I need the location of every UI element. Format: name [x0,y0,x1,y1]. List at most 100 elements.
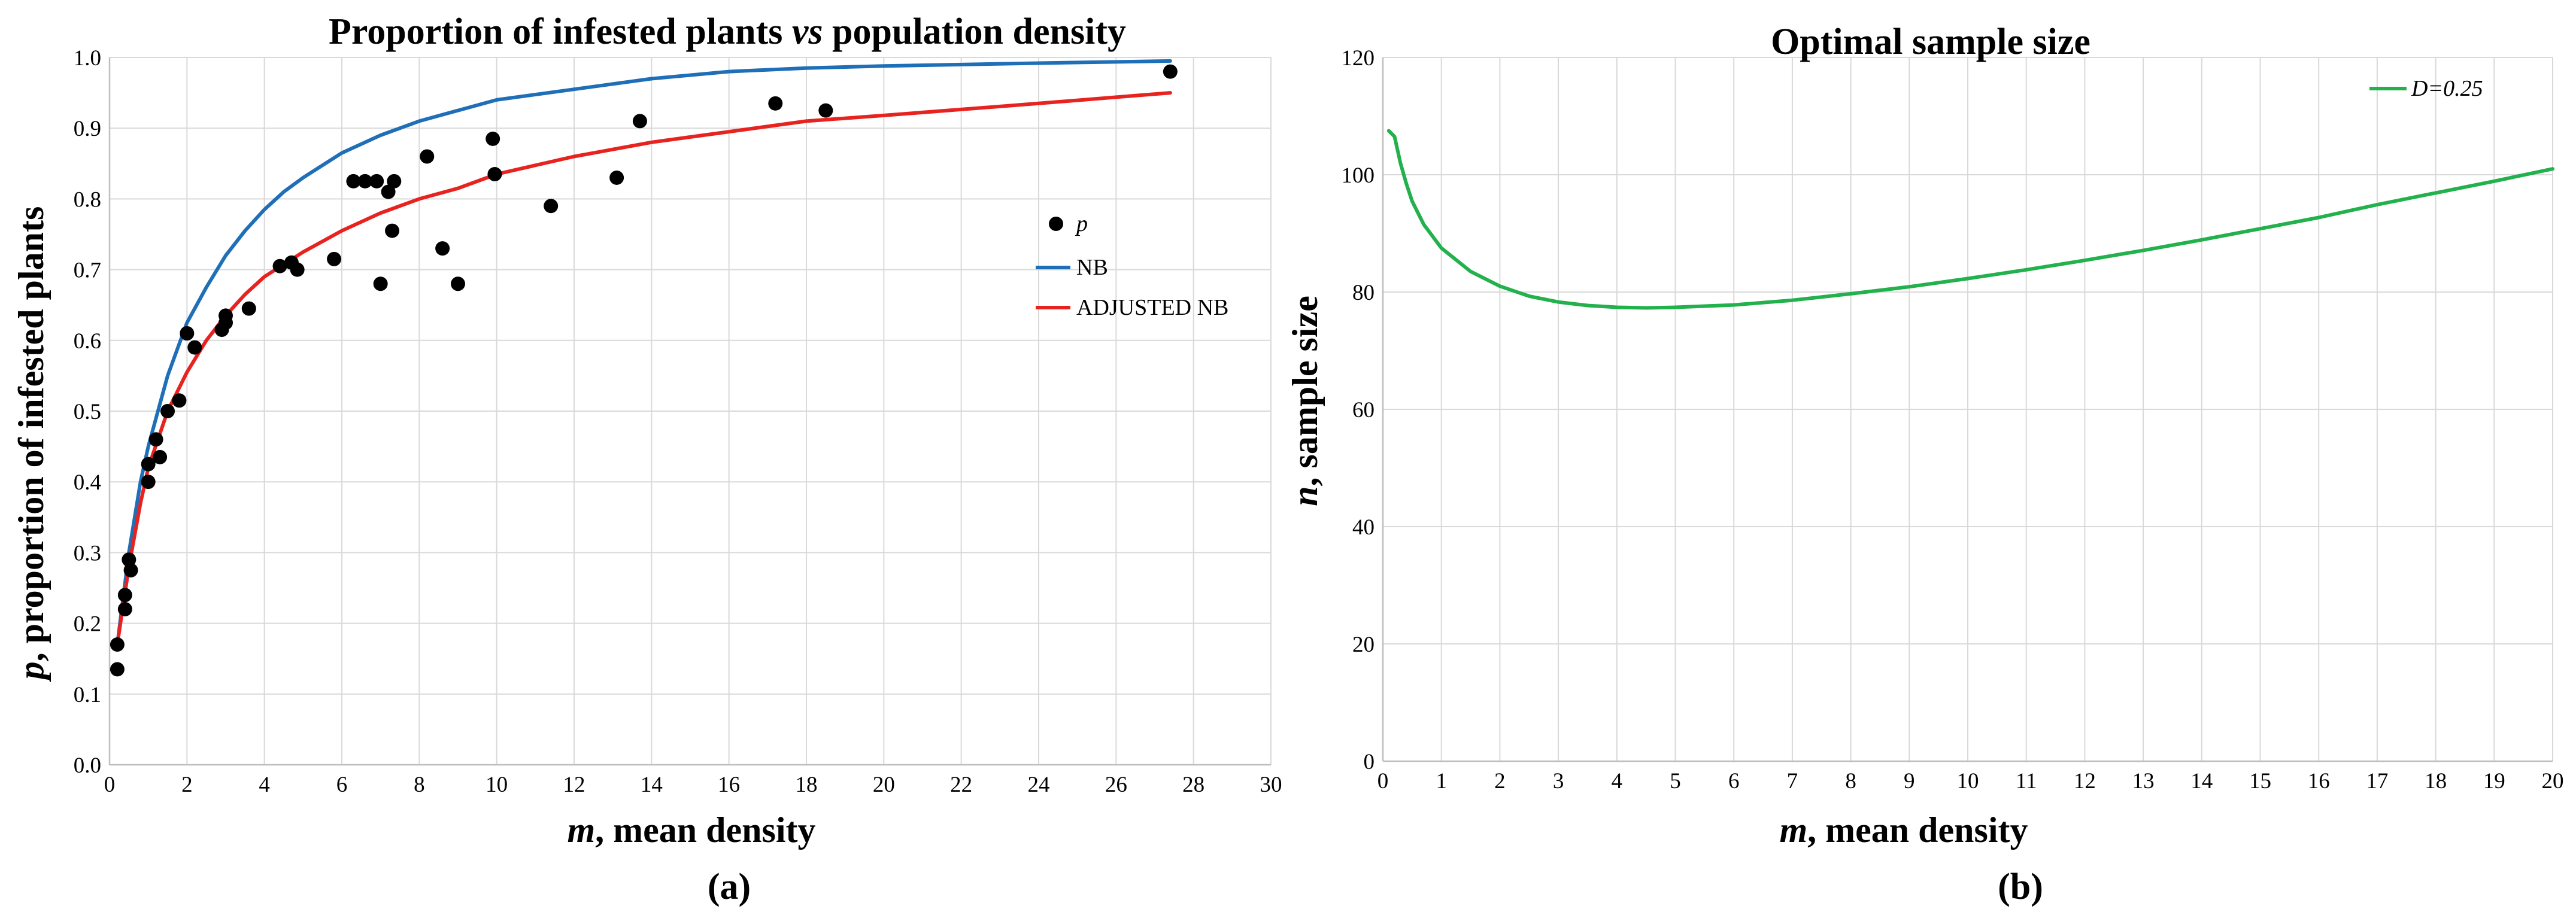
y-tick-label: 0.6 [74,329,101,354]
data-point [818,103,833,118]
chart-b-y-axis-label: n, sample size [1285,296,1325,506]
y-tick-label: 100 [1342,163,1375,188]
y-tick-label: 0.5 [74,400,101,424]
x-tick-label: 0 [1377,769,1389,794]
data-point [381,184,396,199]
x-tick-label: 7 [1787,769,1798,794]
data-point [272,259,287,273]
data-point [387,174,402,189]
data-point [609,170,624,185]
legend-label-d025: D=0.25 [2411,76,2483,101]
data-point [346,174,361,189]
x-tick-label: 16 [718,773,740,797]
chart-b-series-lines [1386,129,2554,310]
x-tick-label: 5 [1670,769,1681,794]
chart-a-x-ticks: 0 2 4 6 8 10 12 14 16 18 20 22 24 26 28 30 [104,773,1282,797]
y-tick-label: 0.1 [74,683,101,707]
data-point [435,241,450,256]
data-point [385,223,400,238]
chart-b-y-ticks: 0 20 40 60 80 100 120 [1342,46,1375,774]
data-point [369,174,384,189]
y-tick-label: 0.8 [74,187,101,212]
chart-b-panel-label: (b) [1998,867,2043,907]
y-tick-label: 0 [1364,750,1375,774]
data-point [373,276,388,291]
x-tick-label: 24 [1028,773,1050,797]
x-tick-label: 8 [414,773,425,797]
chart-b-gridlines [1383,57,2553,761]
x-tick-label: 3 [1553,769,1564,794]
x-tick-label: 2 [181,773,193,797]
chart-a-gridlines [110,57,1272,765]
data-point [172,393,187,408]
legend-label-nb: NB [1076,255,1108,280]
x-tick-label: 13 [2132,769,2155,794]
y-tick-label: 120 [1342,46,1375,71]
x-tick-label: 22 [950,773,972,797]
chart-b-title: Optimal sample size [1771,22,2090,62]
chart-a-y-ticks: 0.0 0.1 0.2 0.3 0.4 0.5 0.6 0.7 0.8 0.9 1.0 [74,46,101,778]
x-tick-label: 14 [2190,769,2213,794]
series-line-nb [115,59,1172,647]
x-tick-label: 28 [1182,773,1204,797]
chart-a-x-axis-label: m, mean density [567,810,815,850]
x-tick-label: 18 [2425,769,2447,794]
x-tick-label: 6 [1728,769,1740,794]
data-point [110,662,125,677]
chart-a-panel-label: (a) [708,867,751,907]
x-tick-label: 12 [2074,769,2096,794]
data-point [117,601,132,616]
data-point [290,262,305,277]
x-tick-label: 8 [1845,769,1856,794]
x-tick-label: 9 [1904,769,1915,794]
data-point [122,552,136,567]
data-point [357,174,372,189]
data-point [153,449,168,464]
chart-b: 0 1 2 3 4 5 6 7 8 9 10 11 12 13 14 15 16 17 18 19 20 0204060… [1285,22,2564,907]
x-tick-label: 10 [1957,769,1979,794]
data-point [768,96,783,111]
data-point [632,114,647,129]
x-tick-label: 11 [2016,769,2037,794]
data-point [123,563,138,577]
data-point [141,457,156,472]
x-tick-label: 20 [873,773,895,797]
chart-a-title: Proportion of infested plants vs populat… [329,11,1126,52]
x-tick-label: 10 [486,773,508,797]
x-tick-label: 30 [1260,773,1282,797]
chart-b-x-axis-label: m, mean density [1779,810,2028,850]
data-point [160,404,175,418]
data-point [420,149,435,164]
x-tick-label: 16 [2308,769,2330,794]
y-tick-label: 0.2 [74,612,101,637]
chart-a-data-points [110,64,1178,677]
data-point [187,340,202,355]
data-point [141,475,156,490]
x-tick-label: 14 [641,773,663,797]
y-tick-label: 0.3 [74,541,101,566]
y-tick-label: 0.0 [74,753,101,778]
chart-a-axes [108,57,1271,766]
data-point [1163,64,1178,79]
data-point [180,326,195,341]
chart-a-legend: p NB ADJUSTED NB [1036,211,1228,320]
y-tick-label: 0.9 [74,117,101,141]
chart-a-series-lines [115,59,1172,647]
data-point [487,167,502,182]
y-tick-label: 40 [1352,515,1375,540]
data-point [451,276,465,291]
data-point [486,131,500,146]
x-tick-label: 18 [796,773,818,797]
chart-b-axes [1382,57,2553,762]
x-tick-label: 19 [2483,769,2505,794]
data-point [241,301,256,316]
chart-b-x-ticks: 0 1 2 3 4 5 6 7 8 9 10 11 12 13 14 15 16 17 18 19 20 [1377,769,2564,794]
y-tick-label: 0.4 [74,470,101,495]
x-tick-label: 20 [2542,769,2564,794]
x-tick-label: 26 [1105,773,1127,797]
x-tick-label: 4 [1612,769,1623,794]
series-line-d-0-25 [1386,129,2554,310]
x-tick-label: 2 [1494,769,1506,794]
chart-a-y-axis-label: p, proportion of infested plants [11,206,51,683]
